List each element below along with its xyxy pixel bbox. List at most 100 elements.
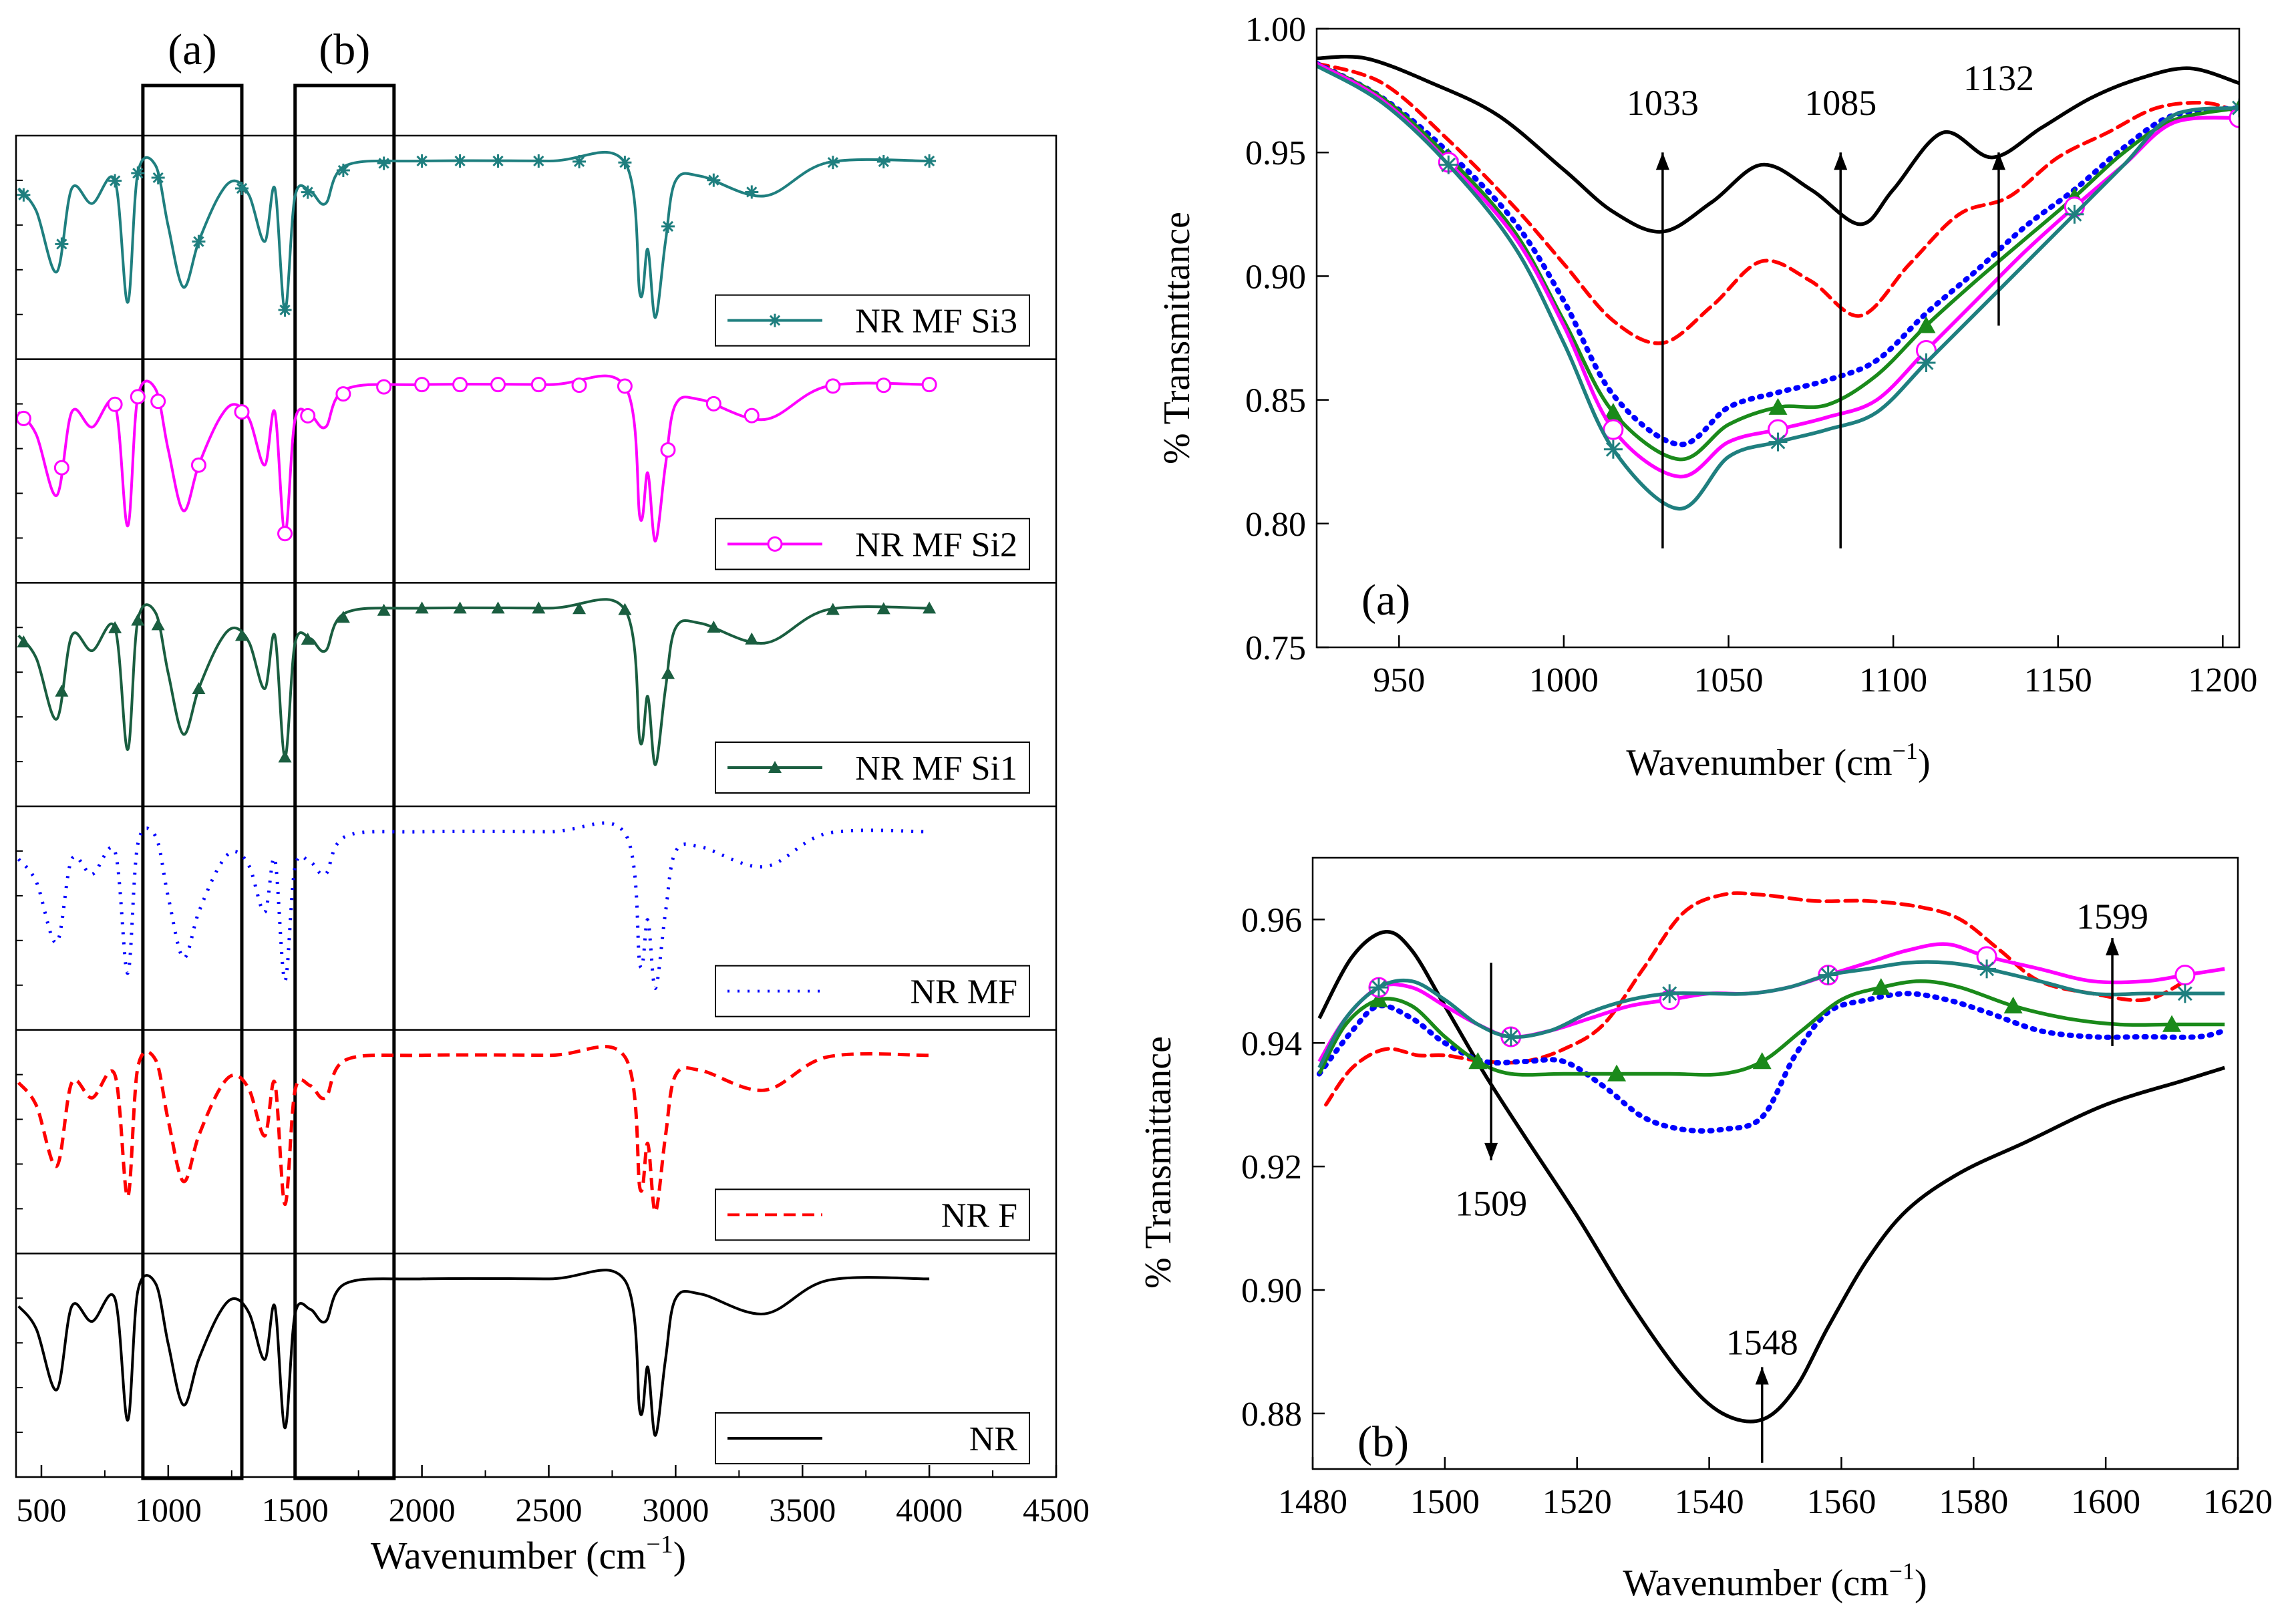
series-nr-f bbox=[1324, 891, 2187, 1107]
stacked-marker-nr-mf-si3 bbox=[278, 303, 292, 317]
stacked-marker-nr-mf-si1 bbox=[618, 603, 632, 615]
legend-marker bbox=[768, 313, 782, 327]
series-nr-f bbox=[1317, 61, 2239, 345]
series-nr bbox=[1317, 54, 2239, 234]
x-tick-label: 1100 bbox=[1859, 661, 1927, 699]
marker-nr-mf-si1 bbox=[1468, 1052, 1488, 1070]
stacked-marker-nr-mf-si2 bbox=[414, 377, 430, 393]
stacked-marker-nr-mf-si1 bbox=[377, 603, 391, 616]
marker-nr-mf-si3 bbox=[1501, 1027, 1520, 1047]
stacked-marker-nr-mf-si1 bbox=[491, 601, 505, 614]
region-box-1 bbox=[293, 84, 396, 1480]
stacked-marker-nr-mf-si3 bbox=[415, 154, 429, 168]
x-tick-label: 1620 bbox=[2203, 1483, 2273, 1521]
stacked-marker-nr-mf-si2 bbox=[376, 379, 392, 395]
marker-nr-mf-si1 bbox=[2162, 1015, 2182, 1032]
panel-a-frame bbox=[1315, 27, 2241, 649]
stacked-marker-nr-mf-si1 bbox=[301, 633, 315, 645]
x-tick-label: 3500 bbox=[769, 1491, 836, 1528]
y-tick-label: 0.85 bbox=[1245, 382, 1306, 420]
panel-a-y-axis-label: % Transmittance bbox=[1156, 212, 1198, 464]
y-tick-label: 1.00 bbox=[1245, 11, 1306, 49]
legend-marker bbox=[767, 536, 783, 552]
stacked-marker-nr-mf-si3 bbox=[923, 154, 937, 168]
annotation-label: 1132 bbox=[1963, 58, 2034, 98]
stacked-marker-nr-mf-si2 bbox=[53, 460, 69, 476]
stacked-marker-nr-mf-si2 bbox=[490, 377, 506, 393]
legend-label: NR MF Si1 bbox=[855, 750, 1017, 788]
stacked-marker-nr-mf-si3 bbox=[192, 234, 206, 249]
x-tick-label: 1480 bbox=[1278, 1483, 1347, 1521]
stacked-marker-nr-mf-si2 bbox=[130, 389, 146, 405]
stacked-marker-nr-mf-si3 bbox=[707, 173, 721, 187]
stacked-marker-nr-mf-si1 bbox=[826, 603, 840, 615]
y-tick-label: 0.80 bbox=[1245, 506, 1306, 544]
region-box-0 bbox=[141, 84, 244, 1480]
marker-nr-mf-si2 bbox=[2174, 965, 2196, 986]
x-tick-label: 3000 bbox=[642, 1491, 709, 1528]
stacked-marker-nr-mf-si3 bbox=[377, 156, 391, 170]
panel-b-axes: 1480 1500 1520 1540 1560 1580 1600 1620 0.88 0.90… bbox=[1241, 901, 2273, 1521]
x-tick-label: 1580 bbox=[1939, 1483, 2008, 1521]
marker-nr-mf-si3 bbox=[1660, 984, 1679, 1003]
stacked-marker-nr-mf-si2 bbox=[452, 377, 468, 393]
panel-b-chart: 1509 1548 1599 1480 1500 1520 1540 1560 1580 160… bbox=[1138, 856, 2273, 1604]
y-tick-label: 0.90 bbox=[1241, 1272, 1302, 1310]
marker-nr-mf-si3 bbox=[1917, 353, 1936, 373]
legend-marker bbox=[768, 761, 782, 773]
stacked-series-nr-f bbox=[17, 1045, 930, 1214]
stacked-marker-nr-mf-si2 bbox=[876, 377, 892, 393]
stacked-marker-nr-mf-si1 bbox=[55, 684, 69, 697]
annotation-label: 1599 bbox=[2076, 897, 2148, 937]
panel-b-annotations: 1509 1548 1599 bbox=[1455, 897, 2148, 1463]
legend-label: NR MF Si3 bbox=[855, 303, 1017, 341]
panel-a-annotations: 1033 1085 1132 bbox=[1627, 58, 2034, 548]
x-tick-label: 1050 bbox=[1694, 661, 1764, 699]
y-tick-label: 0.75 bbox=[1245, 629, 1306, 667]
stacked-marker-nr-mf-si1 bbox=[234, 629, 249, 641]
annotation-label: 1085 bbox=[1804, 83, 1876, 123]
stacked-marker-nr-mf-si1 bbox=[661, 667, 675, 679]
stacked-marker-nr-mf-si2 bbox=[150, 393, 166, 410]
stacked-marker-nr-mf-si1 bbox=[923, 601, 937, 614]
stacked-marker-nr-mf-si3 bbox=[234, 181, 249, 195]
x-tick-label: 4000 bbox=[896, 1491, 963, 1528]
x-tick-label: 1540 bbox=[1675, 1483, 1744, 1521]
annotation-arrowhead bbox=[1484, 1142, 1498, 1160]
stacked-marker-nr-mf-si3 bbox=[745, 185, 759, 199]
marker-nr-mf-si2 bbox=[1603, 419, 1624, 440]
stacked-marker-nr-mf-si3 bbox=[876, 155, 890, 169]
marker-nr-mf-si3 bbox=[1603, 440, 1623, 459]
stacked-marker-nr-mf-si1 bbox=[453, 601, 467, 614]
series-nr bbox=[1317, 930, 2226, 1424]
panel-b-frame bbox=[1311, 856, 2239, 1470]
legend-nr-mf-si1: NR MF Si1 bbox=[715, 742, 1030, 794]
stacked-marker-nr-mf-si1 bbox=[278, 750, 292, 763]
marker-nr-mf-si1 bbox=[1369, 990, 1388, 1007]
stacked-marker-nr-mf-si2 bbox=[705, 395, 721, 412]
stacked-marker-nr-mf-si3 bbox=[151, 171, 165, 185]
marker-nr-mf-si2 bbox=[2229, 107, 2239, 128]
stacked-marker-nr-mf-si2 bbox=[617, 378, 633, 394]
panel-a-series bbox=[1317, 54, 2239, 511]
stacked-marker-nr-mf-si1 bbox=[131, 613, 145, 626]
legend-label: NR MF Si2 bbox=[855, 526, 1017, 564]
stacked-x-axis: 500 1000 1500 2000 2500 3000 3500 4000 4500 bbox=[16, 1465, 1090, 1528]
legend-nr-f: NR F bbox=[715, 1188, 1030, 1241]
legend-nr: NR bbox=[715, 1412, 1030, 1464]
y-tick-label: 0.96 bbox=[1241, 901, 1302, 939]
stacked-marker-nr-mf-si2 bbox=[744, 408, 760, 424]
marker-nr-mf-si1 bbox=[1768, 397, 1788, 415]
marker-nr-mf-si1 bbox=[1917, 316, 1936, 333]
marker-nr-mf-si3 bbox=[1818, 965, 1838, 985]
marker-nr-mf-si3 bbox=[2175, 984, 2194, 1003]
legend-nr-mf-si3: NR MF Si3 bbox=[715, 294, 1030, 347]
stacked-marker-nr-mf-si3 bbox=[336, 163, 350, 177]
legend-label: NR F bbox=[941, 1196, 1017, 1235]
x-tick-label: 1520 bbox=[1542, 1483, 1612, 1521]
region-box-label: (b) bbox=[319, 25, 370, 74]
x-tick-label: 1600 bbox=[2071, 1483, 2140, 1521]
stacked-marker-nr-mf-si3 bbox=[131, 166, 145, 180]
